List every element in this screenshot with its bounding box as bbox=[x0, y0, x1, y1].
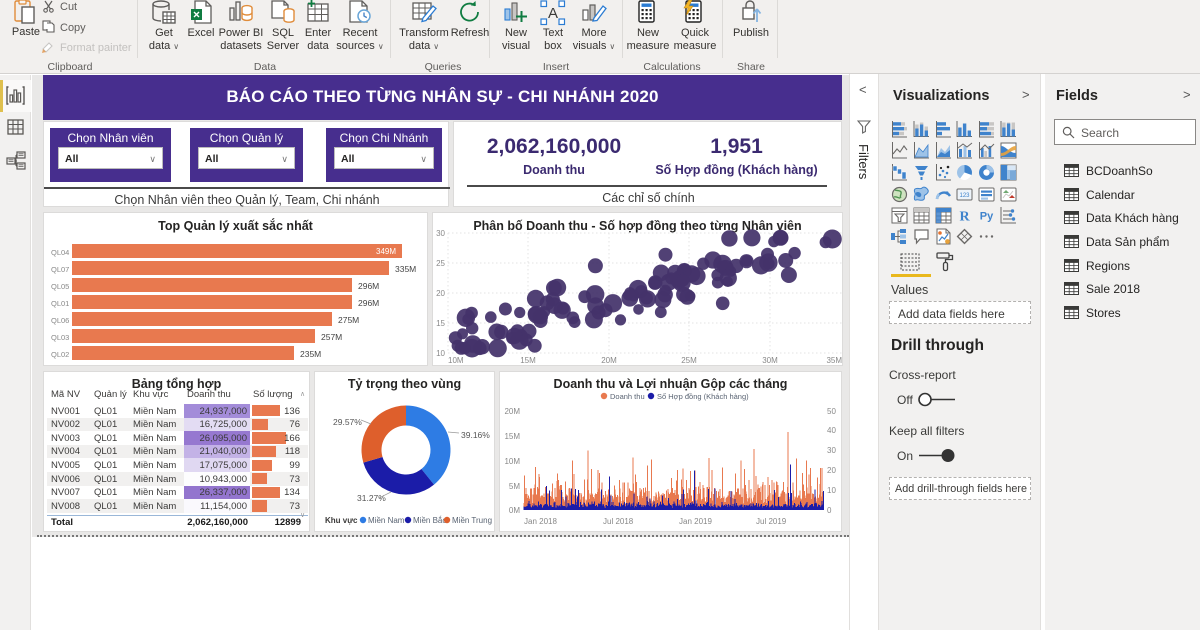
svg-text:R: R bbox=[959, 210, 970, 225]
svg-text:Miền Bắc: Miền Bắc bbox=[413, 516, 446, 525]
svg-text:50: 50 bbox=[827, 407, 836, 416]
svg-text:39.16%: 39.16% bbox=[461, 430, 490, 440]
svg-text:Khu vực: Khu vực bbox=[325, 516, 358, 525]
svg-text:30: 30 bbox=[827, 446, 836, 455]
svg-text:20: 20 bbox=[436, 289, 445, 298]
svg-text:31.27%: 31.27% bbox=[357, 493, 386, 503]
svg-text:Jul 2018: Jul 2018 bbox=[603, 517, 634, 526]
svg-text:20: 20 bbox=[827, 466, 836, 475]
svg-text:25M: 25M bbox=[681, 356, 697, 365]
svg-text:10: 10 bbox=[436, 349, 445, 358]
svg-text:123: 123 bbox=[959, 193, 970, 199]
svg-text:A: A bbox=[548, 5, 558, 22]
svg-text:30M: 30M bbox=[762, 356, 778, 365]
svg-text:40: 40 bbox=[827, 426, 836, 435]
svg-text:25: 25 bbox=[436, 259, 445, 268]
svg-text:15M: 15M bbox=[520, 356, 536, 365]
svg-text:0M: 0M bbox=[509, 506, 520, 515]
svg-text:20M: 20M bbox=[601, 356, 617, 365]
svg-text:Jul 2019: Jul 2019 bbox=[756, 517, 787, 526]
svg-text:15M: 15M bbox=[504, 432, 520, 441]
svg-text:10: 10 bbox=[827, 486, 836, 495]
svg-text:0: 0 bbox=[827, 506, 832, 515]
svg-text:Doanh thu: Doanh thu bbox=[610, 392, 645, 401]
svg-text:Miền Trung: Miền Trung bbox=[452, 516, 492, 525]
svg-text:Miền Nam: Miền Nam bbox=[368, 516, 405, 525]
svg-text:35M: 35M bbox=[826, 356, 842, 365]
svg-text:10M: 10M bbox=[448, 356, 464, 365]
svg-text:29.57%: 29.57% bbox=[333, 417, 362, 427]
svg-text:Số Hợp đồng (Khách hàng): Số Hợp đồng (Khách hàng) bbox=[657, 392, 749, 401]
svg-text:15: 15 bbox=[436, 319, 445, 328]
svg-text:Jan 2019: Jan 2019 bbox=[679, 517, 712, 526]
svg-text:Py: Py bbox=[980, 211, 994, 223]
svg-text:10M: 10M bbox=[504, 457, 520, 466]
svg-text:Jan 2018: Jan 2018 bbox=[524, 517, 557, 526]
svg-text:20M: 20M bbox=[504, 407, 520, 416]
svg-text:5M: 5M bbox=[509, 482, 520, 491]
svg-text:30: 30 bbox=[436, 229, 445, 238]
